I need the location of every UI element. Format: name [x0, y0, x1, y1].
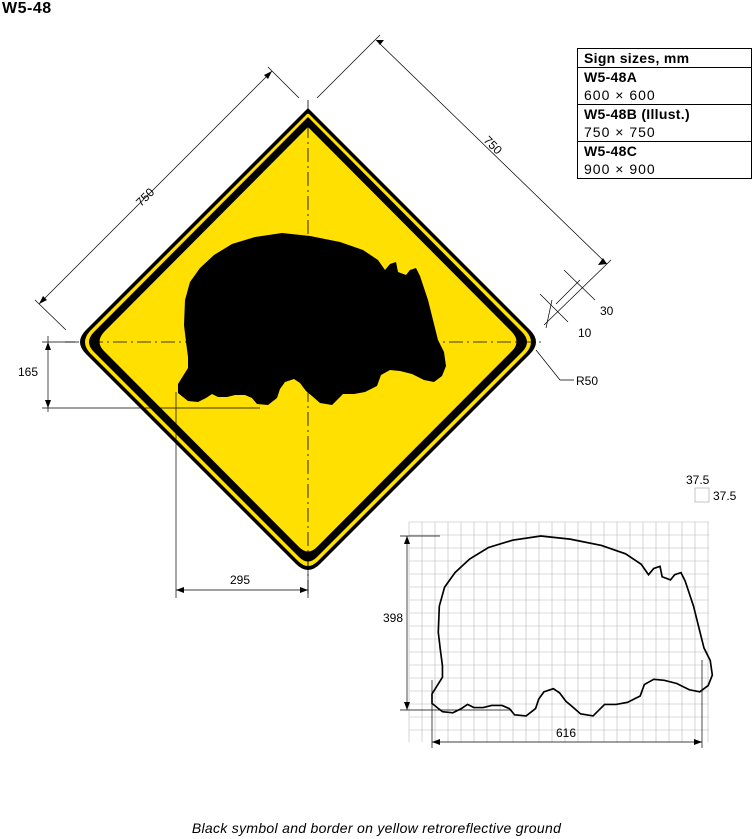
- center-lines: [65, 100, 545, 595]
- dim-grid-cell-a: 37.5: [686, 473, 710, 487]
- dim-grid-cell-b: 37.5: [713, 489, 737, 503]
- symbol-grid-detail: 37.5 37.5 398 616: [383, 473, 737, 748]
- dim-symbol-offset-horizontal: 295: [230, 573, 250, 587]
- dim-corner-radius: R50: [576, 374, 598, 388]
- dim-border-inner: 10: [578, 326, 592, 340]
- dimension-lines: [34, 34, 612, 598]
- dim-left-side: 750: [133, 185, 157, 209]
- size-value-c: 900 × 900: [584, 161, 656, 177]
- dim-symbol-offset-vertical: 165: [18, 365, 38, 379]
- dimension-arrows: [39, 40, 607, 593]
- size-value-b: 750 × 750: [584, 124, 656, 140]
- dim-right-side: 750: [481, 133, 505, 157]
- sizes-table-title: Sign sizes, mm: [584, 50, 690, 66]
- grid-cell-legend: [694, 487, 710, 503]
- caption: Black symbol and border on yellow retror…: [191, 820, 562, 836]
- dim-symbol-height: 398: [383, 611, 403, 625]
- size-code-c: W5-48C: [578, 141, 751, 160]
- sheet-id: W5-48: [2, 0, 52, 17]
- size-code-b: W5-48B (Illust.): [578, 104, 751, 123]
- sign-sizes-table: Sign sizes, mm W5-48A 600 × 600 W5-48B (…: [577, 48, 752, 179]
- dim-border-outer: 30: [600, 304, 614, 318]
- size-code-a: W5-48A: [578, 67, 751, 86]
- size-value-a: 600 × 600: [584, 87, 656, 103]
- warning-sign: [80, 108, 536, 570]
- dim-symbol-width: 616: [556, 726, 576, 740]
